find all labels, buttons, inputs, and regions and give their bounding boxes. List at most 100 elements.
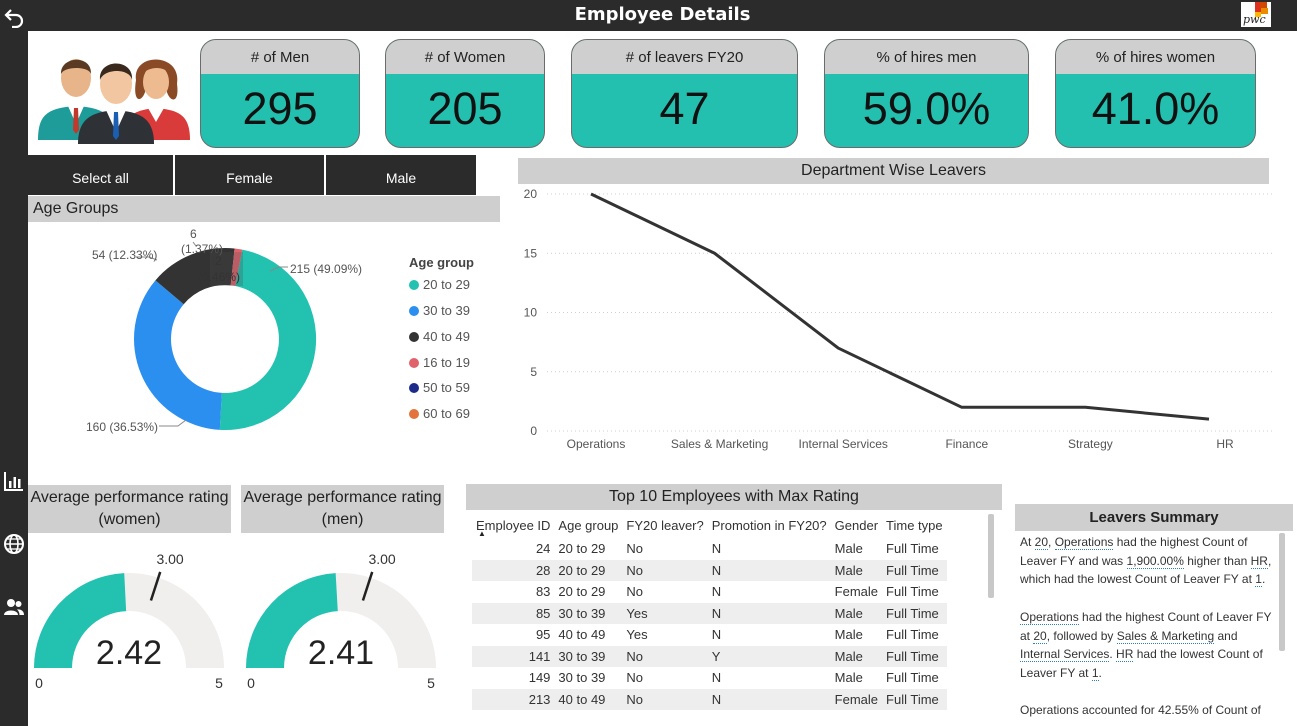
legend-label: 50 to 59 bbox=[423, 380, 470, 395]
cell-gender: Male bbox=[830, 559, 883, 581]
cell-age-group: 20 to 29 bbox=[558, 541, 606, 557]
table-row[interactable]: 95 40 to 49 Yes N Male Full Time bbox=[472, 624, 947, 646]
table-row[interactable]: 24 20 to 29 No N Male Full Time bbox=[472, 538, 947, 560]
slicer-male-button[interactable]: Male bbox=[326, 155, 476, 195]
leavers-line[interactable] bbox=[590, 192, 1210, 421]
donut-slice-30-to-39[interactable] bbox=[133, 280, 222, 430]
employees-illustration bbox=[34, 44, 194, 144]
cell-time-type: Full Time bbox=[886, 584, 939, 600]
slicer-female-button[interactable]: Female bbox=[175, 155, 324, 195]
cell-gender: Female bbox=[830, 688, 883, 710]
column-header-age-group[interactable]: Age group bbox=[558, 517, 619, 533]
table-row[interactable]: 213 40 to 49 No N Female Full Time bbox=[472, 688, 947, 710]
data-point[interactable] bbox=[712, 250, 718, 256]
age-groups-donut-chart: 215 (49.09%) 160 (36.53%) 54 (12.33%) 6 … bbox=[86, 227, 362, 434]
sidebar bbox=[0, 0, 28, 726]
cell-employee-id: 149 bbox=[528, 670, 551, 686]
donut-slice-16-to-19[interactable] bbox=[230, 248, 243, 286]
legend-label: 20 to 29 bbox=[423, 277, 470, 292]
gauge-target-label: 3.00 bbox=[368, 551, 395, 567]
title-bar: Employee Details pwc bbox=[28, 0, 1297, 31]
slice-label-50-to-59-pct: (0.46%) bbox=[198, 270, 240, 284]
cell-fy20-leaver: Yes bbox=[626, 627, 648, 643]
cell-fy20-leaver: No bbox=[626, 670, 644, 686]
legend-dot bbox=[409, 383, 419, 393]
gauge-value: 2.42 bbox=[96, 634, 162, 672]
x-tick-label: Sales & Marketing bbox=[671, 437, 768, 451]
kpi-value: 41.0% bbox=[1091, 83, 1220, 134]
people-icon[interactable] bbox=[1, 596, 27, 622]
slice-label-50-to-59-count: 2 bbox=[215, 254, 222, 268]
data-point[interactable] bbox=[835, 345, 841, 351]
cell-gender: Male bbox=[830, 602, 883, 624]
table-row[interactable]: 28 20 to 29 No N Male Full Time bbox=[472, 559, 947, 581]
table-row[interactable]: 141 30 to 39 No Y Male Full Time bbox=[472, 645, 947, 667]
gauge-fill bbox=[246, 573, 338, 668]
table-row[interactable]: 83 20 to 29 No N Female Full Time bbox=[472, 581, 947, 603]
cell-gender: Male bbox=[830, 645, 883, 667]
cell-promotion: N bbox=[707, 602, 831, 624]
globe-icon[interactable] bbox=[1, 533, 27, 559]
cell-employee-id: 83 bbox=[535, 584, 551, 600]
table-row[interactable]: 85 30 to 39 Yes N Male Full Time bbox=[472, 602, 947, 624]
cell-employee-id: 141 bbox=[472, 645, 555, 667]
column-header-gender[interactable]: Gender bbox=[834, 517, 879, 533]
cell-promotion: N bbox=[707, 688, 831, 710]
bar-chart-icon[interactable] bbox=[1, 470, 27, 496]
cell-time-type: Full Time bbox=[886, 627, 939, 643]
cell-employee-id: 85 bbox=[472, 602, 555, 624]
cell-promotion: N bbox=[711, 670, 722, 686]
legend-item-40-to-49[interactable]: 40 to 49 bbox=[409, 329, 470, 344]
cell-promotion: N bbox=[711, 541, 722, 557]
kpi-label: % of hires women bbox=[1056, 40, 1255, 74]
legend-item-60-to-69[interactable]: 60 to 69 bbox=[409, 406, 470, 421]
legend-label: 16 to 19 bbox=[423, 355, 470, 370]
column-header-time-type[interactable]: Time type bbox=[886, 517, 943, 533]
slice-label-30-to-39: 160 (36.53%) bbox=[86, 420, 158, 434]
cell-promotion: N bbox=[711, 627, 722, 643]
kpi-card-hires-men: % of hires men 59.0% bbox=[824, 39, 1029, 148]
legend-item-20-to-29[interactable]: 20 to 29 bbox=[409, 277, 470, 292]
pwc-logo: pwc bbox=[1241, 2, 1271, 27]
cell-age-group: 20 to 29 bbox=[558, 584, 606, 600]
data-point[interactable] bbox=[1206, 416, 1212, 422]
gauge-min-label: 0 bbox=[35, 675, 43, 691]
cell-age-group: 30 to 39 bbox=[558, 670, 606, 686]
cell-age-group: 40 to 49 bbox=[558, 627, 606, 643]
cell-fy20-leaver: Yes bbox=[622, 602, 708, 624]
cell-promotion: Y bbox=[707, 645, 831, 667]
kpi-card-leavers: # of leavers FY20 47 bbox=[571, 39, 798, 148]
slice-label-16-to-19-pct: (1.37%) bbox=[181, 242, 223, 256]
summary-scrollbar[interactable] bbox=[1279, 533, 1285, 651]
legend-label: 40 to 49 bbox=[423, 329, 470, 344]
legend-item-16-to-19[interactable]: 16 to 19 bbox=[409, 355, 470, 370]
cell-fy20-leaver: No bbox=[622, 559, 708, 581]
gauge-value: 2.41 bbox=[308, 634, 374, 672]
column-header-employee-id[interactable]: Employee ID ▲ bbox=[476, 517, 551, 539]
donut-slice-40-to-49[interactable] bbox=[155, 248, 235, 305]
kpi-label: # of Men bbox=[201, 40, 359, 74]
table-row[interactable]: 149 30 to 39 No N Male Full Time bbox=[472, 667, 947, 689]
cell-gender: Male bbox=[834, 541, 863, 557]
cell-promotion: N bbox=[707, 559, 831, 581]
back-arrow-icon[interactable] bbox=[1, 6, 27, 32]
data-point[interactable] bbox=[959, 404, 965, 410]
y-tick-label: 10 bbox=[524, 306, 538, 320]
gauge-target-marker bbox=[149, 571, 162, 601]
x-tick-label: HR bbox=[1216, 437, 1234, 451]
table-scrollbar[interactable] bbox=[988, 514, 994, 598]
legend-dot bbox=[409, 358, 419, 368]
column-header-promotion[interactable]: Promotion in FY20? bbox=[711, 517, 827, 533]
cell-gender: Female bbox=[834, 584, 879, 600]
legend-item-50-to-59[interactable]: 50 to 59 bbox=[409, 380, 470, 395]
legend-item-30-to-39[interactable]: 30 to 39 bbox=[409, 303, 470, 318]
donut-slice-20-to-29[interactable] bbox=[219, 249, 317, 431]
cell-time-type: Full Time bbox=[882, 688, 947, 710]
column-header-fy20-leaver[interactable]: FY20 leaver? bbox=[626, 517, 704, 533]
data-point[interactable] bbox=[1082, 404, 1088, 410]
data-point[interactable] bbox=[588, 191, 594, 197]
slicer-select-all-button[interactable]: Select all bbox=[28, 155, 173, 195]
cell-gender: Male bbox=[834, 627, 863, 643]
kpi-value: 47 bbox=[659, 83, 710, 134]
x-tick-label: Finance bbox=[945, 437, 988, 451]
